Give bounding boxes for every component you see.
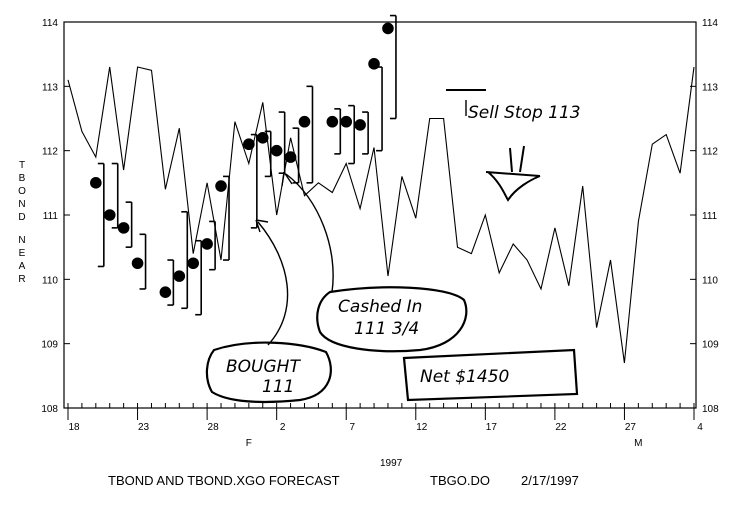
x-tick-label: 18 (68, 422, 80, 433)
ohlc-close-dot (270, 144, 283, 157)
y-tick-label-left: 108 (41, 404, 58, 415)
y-axis-title-letter: T (19, 160, 25, 171)
annotation-sell-stop-text: Sell Stop 113 (468, 103, 581, 123)
x-tick-label: 7 (349, 422, 355, 433)
annotation-bought-arrow (257, 221, 289, 346)
y-axis-title-letter: B (19, 173, 26, 184)
x-tick-label: 28 (208, 422, 220, 433)
ohlc-close-dot (326, 115, 339, 128)
y-tick-label-left: 109 (41, 340, 58, 351)
y-axis-title-letter: O (18, 186, 26, 197)
y-tick-label-left: 111 (43, 211, 59, 222)
ohlc-close-dot (187, 257, 199, 270)
y-tick-label-right: 111 (702, 211, 718, 222)
y-tick-label-left: 112 (42, 147, 58, 158)
ohlc-close-dot (243, 138, 255, 151)
x-tick-label: 4 (697, 422, 703, 433)
y-tick-label-right: 108 (702, 404, 719, 415)
y-axis-title-letter: N (18, 199, 25, 210)
y-tick-label-left: 114 (42, 18, 58, 29)
annotation-bought-text: BOUGHT (226, 357, 301, 377)
annotation-bought-price: 111 (262, 377, 294, 397)
annotation-bought-arrowhead (255, 219, 269, 233)
y-axis: 108 108 109 109 110 110 111 111 112 112 113 113 114 1… (41, 18, 719, 415)
annotation-cashed-in-price: 111 3/4 (354, 319, 419, 339)
annotation-cashed-in-text: Cashed In (338, 297, 422, 317)
annotation-bought-outline (205, 341, 332, 404)
ohlc-close-dot (173, 270, 186, 282)
ohlc-close-dot (103, 209, 116, 221)
y-axis-title-letter: A (19, 261, 26, 272)
annotation-cashed-in-outline (316, 286, 468, 353)
y-tick-label-left: 110 (42, 275, 58, 286)
ohlc-close-dot (340, 115, 353, 128)
year-label: 1997 (380, 458, 403, 469)
ohlc-close-dot (117, 222, 130, 234)
annotation-sell-stop: Sell Stop 113 (446, 89, 581, 202)
y-tick-label-right: 112 (702, 147, 718, 158)
ohlc-close-dot (368, 58, 380, 70)
x-tick-label: 2 (280, 422, 286, 433)
x-tick-label: 23 (138, 422, 150, 433)
ohlc-close-dot (131, 257, 144, 270)
ohlc-close-dot (298, 115, 311, 128)
y-axis-title-letter: E (19, 248, 26, 259)
ohlc-bars (90, 14, 397, 316)
y-tick-label-right: 110 (702, 275, 718, 286)
ohlc-close-dot (215, 180, 227, 192)
month-label: M (634, 438, 642, 449)
y-axis-title-letter: D (18, 212, 25, 223)
annotation-cashed-in-arrow (285, 173, 334, 293)
forecast-line (67, 66, 695, 364)
annotation-cashed-in: Cashed In 111 3/4 (281, 171, 468, 353)
x-tick-label: 27 (625, 422, 637, 433)
y-axis-title-letter: N (18, 235, 25, 246)
footer-date: 2/17/1997 (521, 473, 579, 488)
annotation-net: Net $1450 (402, 348, 579, 402)
x-tick-label: 12 (416, 422, 428, 433)
y-tick-label-right: 113 (702, 82, 718, 93)
annotation-net-outline (402, 348, 579, 402)
ohlc-close-dot (201, 238, 213, 250)
x-tick-label: 22 (555, 422, 567, 433)
y-tick-label-left: 113 (42, 82, 58, 93)
y-axis-title-letter: R (18, 274, 25, 285)
y-tick-label-right: 109 (702, 340, 719, 351)
x-tick-label: 17 (486, 422, 498, 433)
month-label: F (246, 438, 252, 449)
footer-file: TBGO.DO (430, 473, 490, 488)
annotation-net-text: Net $1450 (420, 367, 509, 387)
x-axis: 18 23 28 2 7 12 17 22 27 4F M (67, 403, 703, 449)
footer-title: TBOND AND TBOND.XGO FORECAST (108, 473, 340, 488)
ohlc-close-dot (284, 151, 297, 163)
y-tick-label-right: 114 (702, 18, 718, 29)
ohlc-close-dot (90, 177, 102, 189)
ohlc-close-dot (382, 22, 394, 35)
down-arrow-icon (485, 145, 541, 202)
ohlc-close-dot (256, 132, 269, 144)
annotation-cashed-in-arrowhead (281, 171, 293, 187)
ohlc-close-dot (354, 119, 366, 131)
annotation-bought: BOUGHT 111 (205, 219, 332, 404)
ohlc-close-dot (159, 286, 172, 299)
